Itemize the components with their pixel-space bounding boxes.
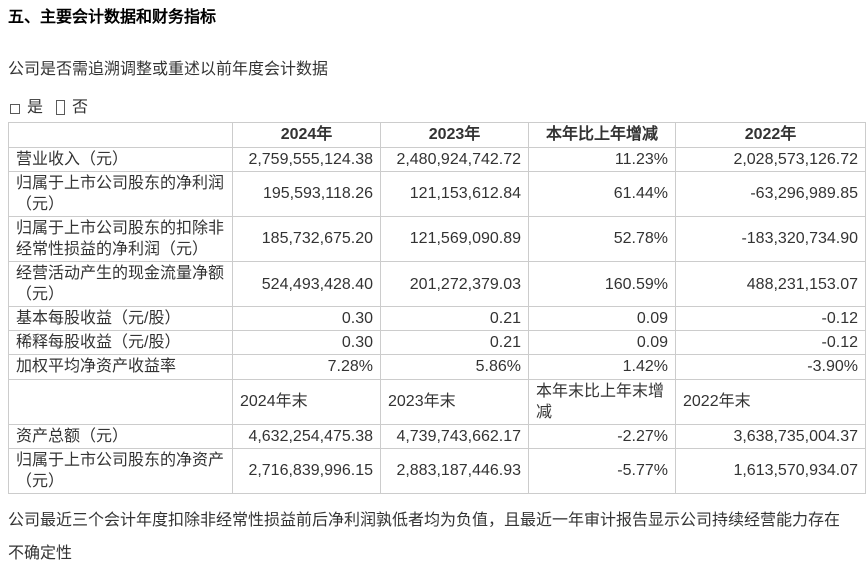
value-2024: 185,732,675.20	[232, 215, 381, 263]
value-2023: 5.86%	[380, 354, 529, 380]
value-2023: 201,272,379.03	[380, 261, 529, 308]
value-2024-end: 4,632,254,475.38	[232, 423, 381, 449]
section-title: 五、主要会计数据和财务指标	[8, 9, 217, 26]
row-label: 营业收入（元）	[8, 146, 233, 172]
table-row-basic-eps: 基本每股收益（元/股） 0.30 0.21 0.09 -0.12	[8, 306, 866, 332]
table-row-total-assets: 资产总额（元） 4,632,254,475.38 4,739,743,662.1…	[8, 423, 866, 449]
header-2022: 2022年	[675, 122, 866, 148]
row-label: 归属于上市公司股东的净资产（元）	[8, 447, 233, 495]
value-change: 11.23%	[528, 146, 676, 172]
row-label: 归属于上市公司股东的扣除非经常性损益的净利润（元）	[8, 215, 233, 263]
year-end-header-row: 2024年末 2023年末 本年末比上年末增减 2022年末	[8, 378, 866, 425]
value-2022-end: 3,638,735,004.37	[675, 423, 866, 449]
value-2023: 0.21	[380, 330, 529, 356]
financial-indicators-table: 2024年 2023年 本年比上年增减 2022年 营业收入（元） 2,759,…	[8, 122, 866, 495]
table-row-diluted-eps: 稀释每股收益（元/股） 0.30 0.21 0.09 -0.12	[8, 330, 866, 356]
value-change: 61.44%	[528, 170, 676, 217]
table-row-revenue: 营业收入（元） 2,759,555,124.38 2,480,924,742.7…	[8, 146, 866, 172]
restatement-question: 公司是否需追溯调整或重述以前年度会计数据	[8, 60, 329, 78]
table-row-net-profit-deducted: 归属于上市公司股东的扣除非经常性损益的净利润（元） 185,732,675.20…	[8, 215, 866, 263]
value-change: 1.42%	[528, 354, 676, 380]
value-change: 0.09	[528, 330, 676, 356]
value-change: -5.77%	[528, 447, 676, 495]
checkbox-no-label: 否	[72, 98, 89, 116]
value-2023-end: 2,883,187,446.93	[380, 447, 529, 495]
value-change: 52.78%	[528, 215, 676, 263]
value-2024-end: 2,716,839,996.15	[232, 447, 381, 495]
value-change: 0.09	[528, 306, 676, 332]
value-2023: 121,153,612.84	[380, 170, 529, 217]
value-2023: 121,569,090.89	[380, 215, 529, 263]
value-2024: 2,759,555,124.38	[232, 146, 381, 172]
row-label: 归属于上市公司股东的净利润（元）	[8, 170, 233, 217]
header-2022-end: 2022年末	[675, 378, 866, 425]
checkbox-yes-icon[interactable]	[10, 103, 20, 114]
row-label: 基本每股收益（元/股）	[8, 306, 233, 332]
value-2022: -0.12	[675, 306, 866, 332]
header-2023: 2023年	[380, 122, 529, 148]
value-2022: 488,231,153.07	[675, 261, 866, 308]
checkbox-no-icon[interactable]	[56, 100, 66, 116]
value-2023: 2,480,924,742.72	[380, 146, 529, 172]
row-label: 加权平均净资产收益率	[8, 354, 233, 380]
value-2024: 0.30	[232, 306, 381, 332]
header-2024: 2024年	[232, 122, 381, 148]
value-2022: -0.12	[675, 330, 866, 356]
value-2022: 2,028,573,126.72	[675, 146, 866, 172]
value-2024: 0.30	[232, 330, 381, 356]
value-change: 160.59%	[528, 261, 676, 308]
table-row-weighted-roe: 加权平均净资产收益率 7.28% 5.86% 1.42% -3.90%	[8, 354, 866, 380]
value-2024: 195,593,118.26	[232, 170, 381, 217]
restatement-answer-row: 是 否	[8, 98, 866, 119]
header-2024-end: 2024年末	[232, 378, 381, 425]
value-2022: -3.90%	[675, 354, 866, 380]
row-label: 资产总额（元）	[8, 423, 233, 449]
header-blank	[8, 378, 233, 425]
header-blank	[8, 122, 233, 148]
checkbox-yes-label: 是	[27, 98, 44, 116]
value-2022-end: 1,613,570,934.07	[675, 447, 866, 495]
value-change: -2.27%	[528, 423, 676, 449]
value-2023: 0.21	[380, 306, 529, 332]
value-2023-end: 4,739,743,662.17	[380, 423, 529, 449]
value-2024: 524,493,428.40	[232, 261, 381, 308]
value-2022: -63,296,989.85	[675, 170, 866, 217]
table-row-net-assets: 归属于上市公司股东的净资产（元） 2,716,839,996.15 2,883,…	[8, 447, 866, 495]
header-yoy-change: 本年比上年增减	[528, 122, 676, 148]
header-year-end-change: 本年末比上年末增减	[528, 378, 676, 425]
table-row-operating-cash-flow: 经营活动产生的现金流量净额（元） 524,493,428.40 201,272,…	[8, 261, 866, 308]
row-label: 经营活动产生的现金流量净额（元）	[8, 261, 233, 308]
value-2024: 7.28%	[232, 354, 381, 380]
header-2023-end: 2023年末	[380, 378, 529, 425]
table-row-net-profit: 归属于上市公司股东的净利润（元） 195,593,118.26 121,153,…	[8, 170, 866, 217]
value-2022: -183,320,734.90	[675, 215, 866, 263]
row-label: 稀释每股收益（元/股）	[8, 330, 233, 356]
going-concern-footnote: 公司最近三个会计年度扣除非经常性损益前后净利润孰低者均为负值，且最近一年审计报告…	[8, 512, 841, 562]
annual-header-row: 2024年 2023年 本年比上年增减 2022年	[8, 122, 866, 148]
document-body: 五、主要会计数据和财务指标 公司是否需追溯调整或重述以前年度会计数据 是 否 2…	[8, 8, 866, 571]
